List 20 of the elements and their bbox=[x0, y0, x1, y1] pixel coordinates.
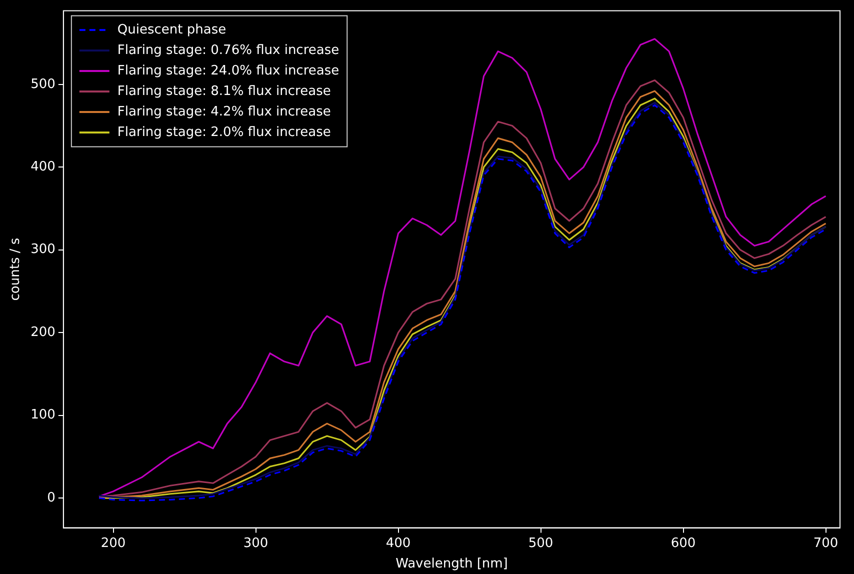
y-tick-label: 100 bbox=[30, 408, 56, 423]
x-tick-label: 600 bbox=[670, 536, 696, 551]
legend-label: Flaring stage: 8.1% flux increase bbox=[117, 84, 331, 99]
legend-label: Flaring stage: 24.0% flux increase bbox=[117, 63, 340, 78]
legend-label: Flaring stage: 4.2% flux increase bbox=[117, 104, 331, 120]
x-tick-label: 700 bbox=[813, 536, 838, 551]
x-tick-label: 300 bbox=[243, 536, 268, 551]
legend-label: Flaring stage: 0.76% flux increase bbox=[117, 42, 340, 58]
y-tick-label: 0 bbox=[47, 490, 56, 506]
y-tick-label: 500 bbox=[30, 76, 56, 92]
x-tick-label: 200 bbox=[100, 536, 126, 551]
legend-label: Flaring stage: 2.0% flux increase bbox=[117, 124, 331, 140]
y-tick-label: 200 bbox=[30, 324, 56, 340]
x-tick-label: 400 bbox=[386, 536, 411, 551]
y-tick-label: 400 bbox=[30, 160, 56, 175]
legend-label: Quiescent phase bbox=[117, 22, 226, 38]
x-axis-title: Wavelength [nm] bbox=[396, 556, 508, 572]
y-tick-label: 300 bbox=[30, 242, 56, 258]
y-axis-title: counts / s bbox=[8, 238, 24, 301]
x-tick-label: 500 bbox=[528, 536, 554, 551]
